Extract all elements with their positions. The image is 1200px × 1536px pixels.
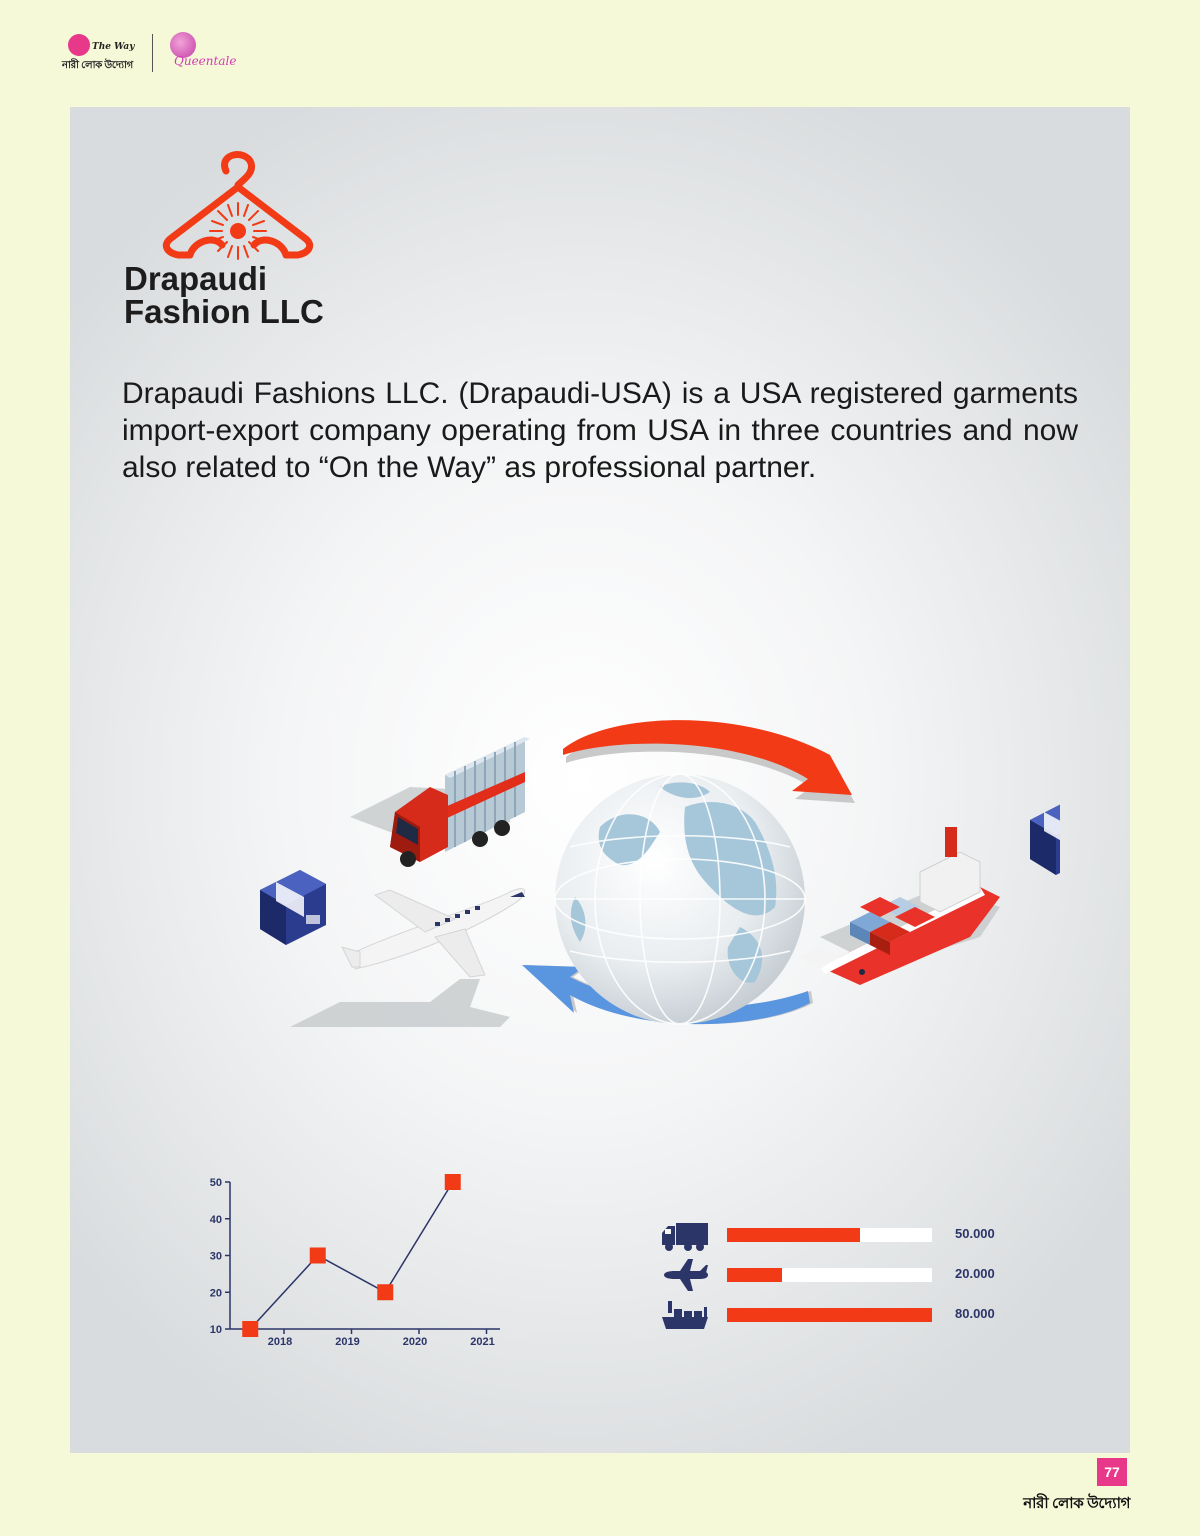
- queentale-logo: Queentale: [162, 30, 242, 76]
- airplane-shadow: [290, 979, 510, 1027]
- x-tick-label: 2018: [268, 1336, 292, 1347]
- bar-value-airplane: 20.000: [955, 1266, 995, 1281]
- box-icon: [260, 870, 326, 945]
- y-tick-label: 20: [210, 1287, 222, 1299]
- globe-icon: [554, 773, 806, 1025]
- on-the-way-logo: The Way নারী লোক উদ্যোগ: [62, 30, 148, 76]
- x-tick-label: 2020: [403, 1336, 427, 1347]
- x-tick-label: 2019: [335, 1336, 359, 1347]
- y-tick-label: 50: [210, 1177, 222, 1189]
- shipping-containers: [850, 897, 935, 955]
- line-chart-points: [242, 1174, 461, 1337]
- bar-value-truck: 50.000: [955, 1226, 995, 1241]
- data-point: [242, 1321, 259, 1337]
- data-point: [377, 1284, 394, 1301]
- bar-row-ship: 80.000: [650, 1297, 1050, 1333]
- transport-bar-chart: 50.000 20.000: [650, 1217, 1050, 1337]
- bar-row-airplane: 20.000: [650, 1257, 1050, 1293]
- bar-track: [727, 1308, 932, 1322]
- bar-track: [727, 1228, 932, 1242]
- hanger-logo-icon: [162, 151, 314, 260]
- sun-icon: [209, 202, 267, 260]
- y-tick-label: 40: [210, 1214, 222, 1226]
- bar-fill-airplane: [727, 1268, 783, 1282]
- on-the-way-logo-mark: [68, 34, 90, 56]
- logistics-illustration: [260, 720, 1060, 1027]
- x-tick-label: 2021: [470, 1336, 494, 1347]
- data-point: [309, 1247, 326, 1264]
- footer-brand: নারী লোক উদ্যোগ: [1023, 1495, 1130, 1512]
- line-chart-labels: 10 20 30 40 50 2018 2019 2020 2021: [210, 1177, 495, 1347]
- bar-fill-truck: [727, 1228, 861, 1242]
- bar-fill-ship: [727, 1308, 932, 1322]
- queentale-logo-text: Queentale: [174, 54, 237, 68]
- airplane-icon: [341, 888, 526, 978]
- intro-paragraph: Drapaudi Fashions LLC. (Drapaudi-USA) is…: [122, 377, 1078, 484]
- on-the-way-logo-subtitle: নারী লোক উদ্যোগ: [62, 60, 133, 71]
- content-panel: Drapaudi Fashion LLC Drapaudi Fashions L…: [70, 107, 1130, 1453]
- bar-row-truck: 50.000: [650, 1217, 1050, 1253]
- line-chart-line: [249, 1181, 454, 1330]
- y-tick-label: 30: [210, 1251, 222, 1263]
- company-name-line-1: Drapaudi: [124, 260, 268, 297]
- cargo-ship-icon: [800, 827, 1000, 985]
- series-line: [249, 1181, 454, 1330]
- bar-track: [727, 1268, 932, 1282]
- ship-icon: [662, 1301, 708, 1329]
- line-chart: 10 20 30 40 50 2018 2019 2020 2021: [210, 1174, 500, 1347]
- header-divider: [152, 34, 153, 72]
- airplane-icon: [664, 1259, 708, 1291]
- line-chart-axes: [225, 1181, 500, 1334]
- queentale-globe-icon: [170, 32, 196, 58]
- header-logos: The Way নারী লোক উদ্যোগ Queentale: [62, 30, 252, 78]
- box-icon: [1030, 804, 1060, 875]
- red-arrow: [563, 720, 855, 803]
- on-the-way-logo-brand: The Way: [92, 42, 135, 52]
- truck-icon: [662, 1223, 708, 1251]
- company-name-line-2: Fashion LLC: [124, 293, 324, 330]
- bar-value-ship: 80.000: [955, 1306, 995, 1321]
- y-tick-label: 10: [210, 1324, 222, 1336]
- truck-icon: [390, 737, 530, 867]
- page-number: 77: [1097, 1458, 1127, 1486]
- data-point: [444, 1174, 461, 1190]
